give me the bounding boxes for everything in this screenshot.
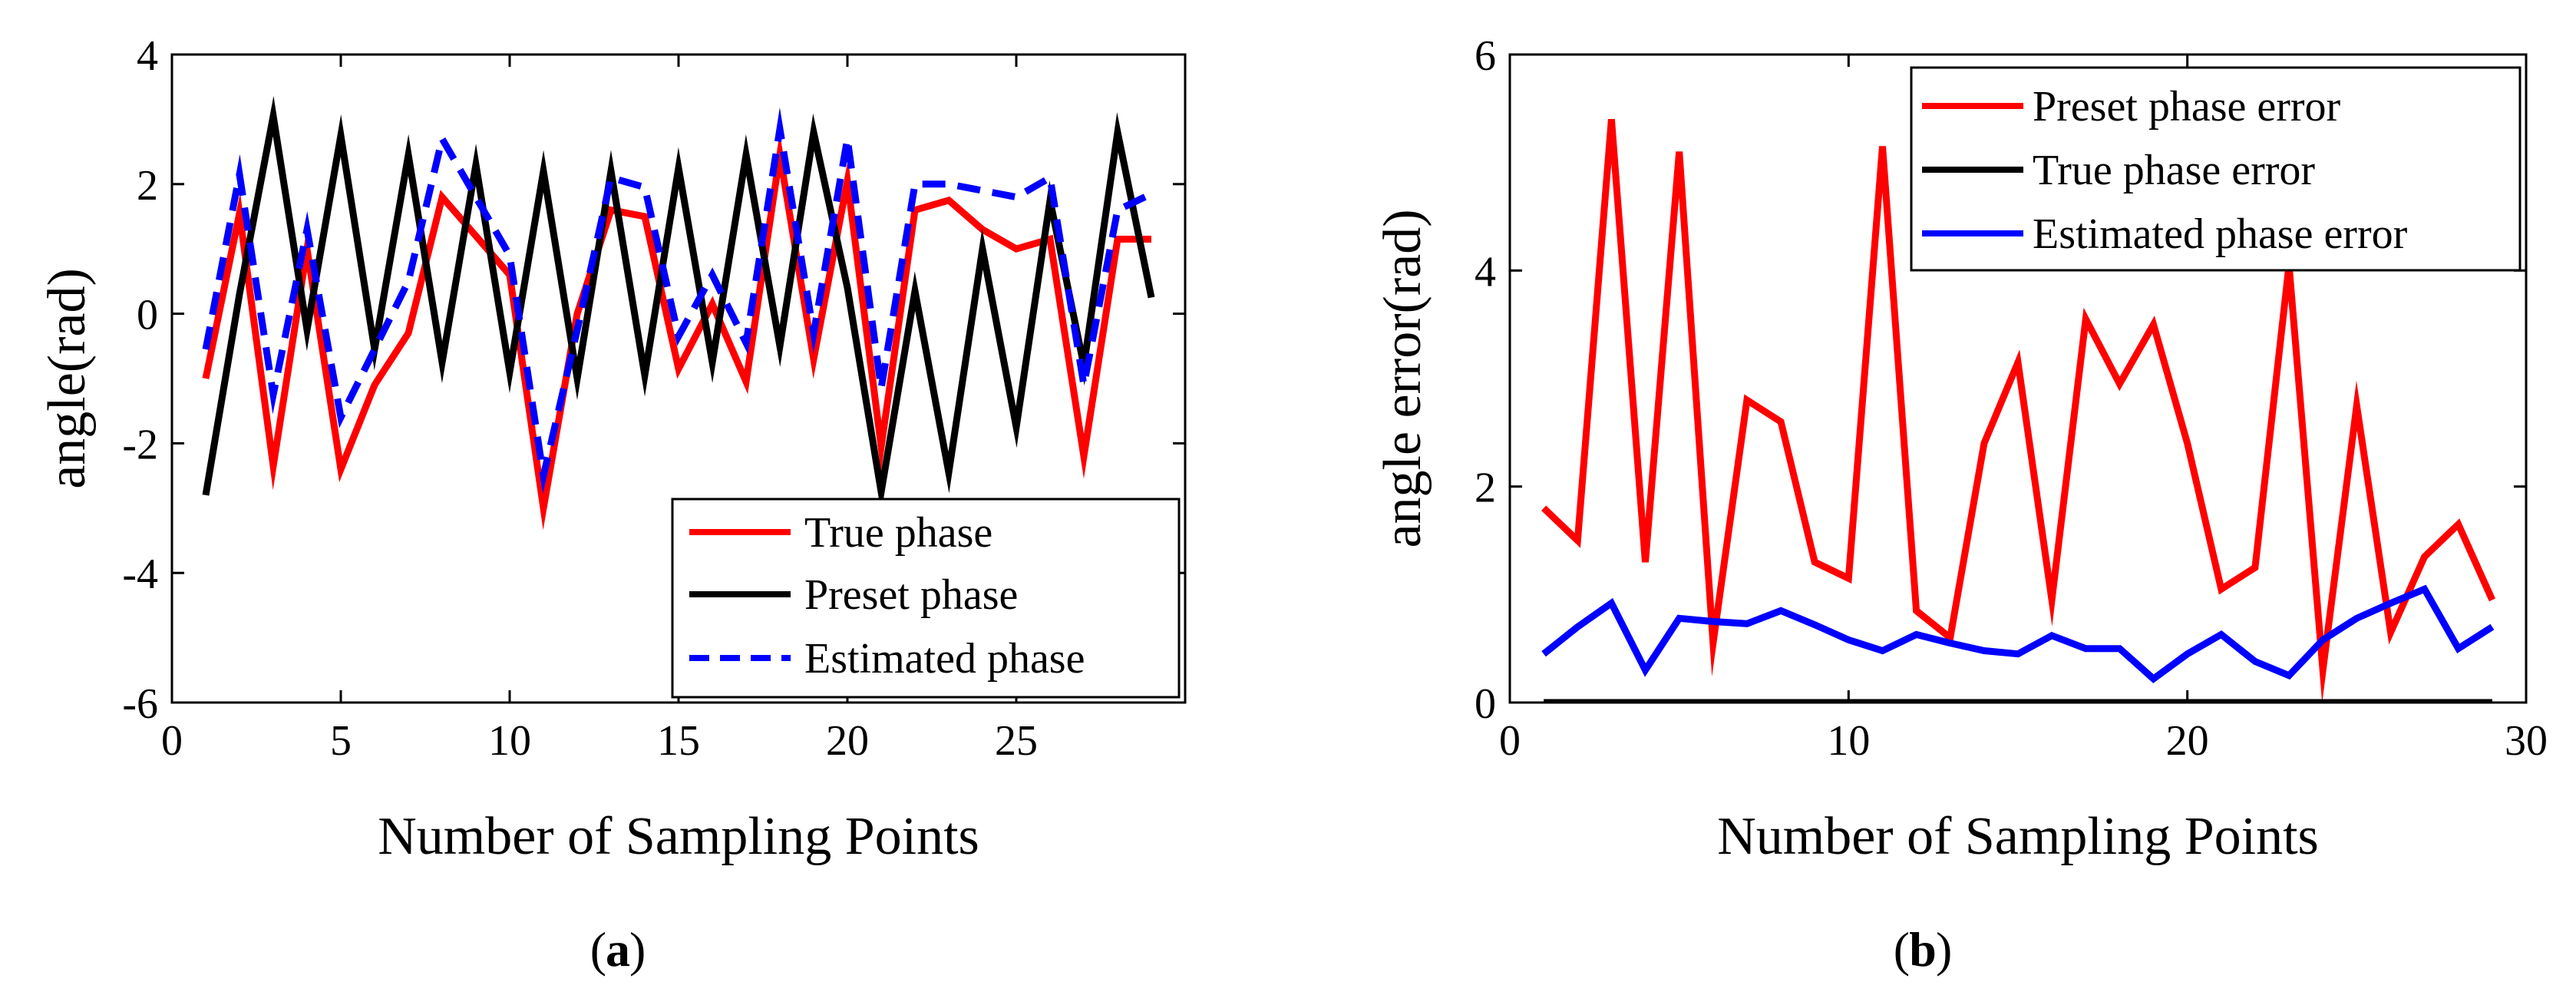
- panel-b-xtick-label: 10: [1827, 717, 1870, 765]
- legend-label-estimated-phase-error: Estimated phase error: [2033, 210, 2408, 258]
- panel-a-plot-area: 0 5 10 15 20 25 -6 -4 -2 0 2 4: [122, 32, 1187, 765]
- panel-b: 0 10 20 30 0 2 4 6 angle error(rad) Number of S…: [1373, 32, 2548, 977]
- legend-label-true-phase: True phase: [804, 509, 992, 557]
- panel-b-xlabel: Number of Sampling Points: [1717, 807, 2319, 866]
- legend-label-true-phase-error: True phase error: [2033, 147, 2315, 194]
- series-line-estimated-phase: [202, 107, 1153, 494]
- series-line-estimated-phase-error: [1541, 584, 2495, 683]
- panel-a-xtick-label: 10: [488, 717, 531, 765]
- panel-a-label-text: a: [606, 922, 630, 977]
- panel-a-ytick-label: -4: [122, 551, 158, 598]
- panel-a-xtick-label: 0: [161, 717, 183, 765]
- svg-text:(: (: [1894, 922, 1910, 977]
- legend-label-preset-phase-error: Preset phase error: [2033, 83, 2341, 131]
- panel-a-xtick-label: 5: [330, 717, 352, 765]
- panel-b-label: ( b ): [1894, 922, 1953, 977]
- panel-a-ytick-label: 2: [137, 162, 158, 210]
- panel-a-xtick-label: 20: [826, 717, 869, 765]
- panel-a-label: ( a ): [590, 922, 646, 977]
- panel-b-plot-area: 0 10 20 30 0 2 4 6: [1475, 32, 2548, 765]
- svg-text:): ): [1936, 922, 1952, 977]
- panel-b-label-text: b: [1909, 922, 1937, 977]
- panel-b-ytick-label: 6: [1475, 32, 1496, 80]
- series-line-preset-phase-error: [1541, 119, 2496, 703]
- panel-b-series: [1541, 119, 2496, 703]
- panel-b-legend: Preset phase error True phase error Esti…: [1910, 66, 2522, 272]
- panel-b-ytick-label: 0: [1475, 680, 1496, 728]
- panel-b-xtick-label: 30: [2505, 717, 2548, 765]
- panel-b-xtick-label: 20: [2166, 717, 2209, 765]
- panel-a-ytick-label: -2: [122, 421, 158, 468]
- panel-a-ytick-label: 4: [137, 32, 158, 80]
- panel-b-ytick-label: 2: [1475, 465, 1496, 512]
- panel-a-ytick-label: 0: [137, 292, 158, 339]
- series-line-preset-phase: [202, 95, 1155, 514]
- panel-a-series: [202, 95, 1155, 531]
- panel-a-ticks: 0 5 10 15 20 25 -6 -4 -2 0 2 4: [122, 32, 1185, 765]
- panel-a-xtick-label: 15: [657, 717, 700, 765]
- svg-text:): ): [629, 922, 646, 977]
- panel-a-ytick-label: -6: [122, 680, 158, 728]
- series-line-true-phase: [202, 132, 1151, 531]
- legend-label-estimated-phase: Estimated phase: [804, 635, 1085, 683]
- svg-text:(: (: [590, 922, 606, 977]
- panel-a-xtick-label: 25: [995, 717, 1038, 765]
- panel-b-ytick-label: 4: [1475, 248, 1496, 296]
- panel-b-ylabel: angle error(rad): [1373, 209, 1432, 547]
- panel-b-xtick-label: 0: [1499, 717, 1521, 765]
- legend-label-preset-phase: Preset phase: [804, 571, 1018, 619]
- panel-b-ticks: 0 10 20 30 0 2 4 6: [1475, 32, 2548, 765]
- panel-a: 0 5 10 15 20 25 -6 -4 -2 0 2 4 angle(rad) Number of…: [38, 32, 1187, 977]
- panel-a-legend: True phase Preset phase Estimated phase: [671, 498, 1181, 699]
- panel-a-xlabel: Number of Sampling Points: [378, 807, 979, 866]
- panel-a-ylabel: angle(rad): [38, 268, 97, 489]
